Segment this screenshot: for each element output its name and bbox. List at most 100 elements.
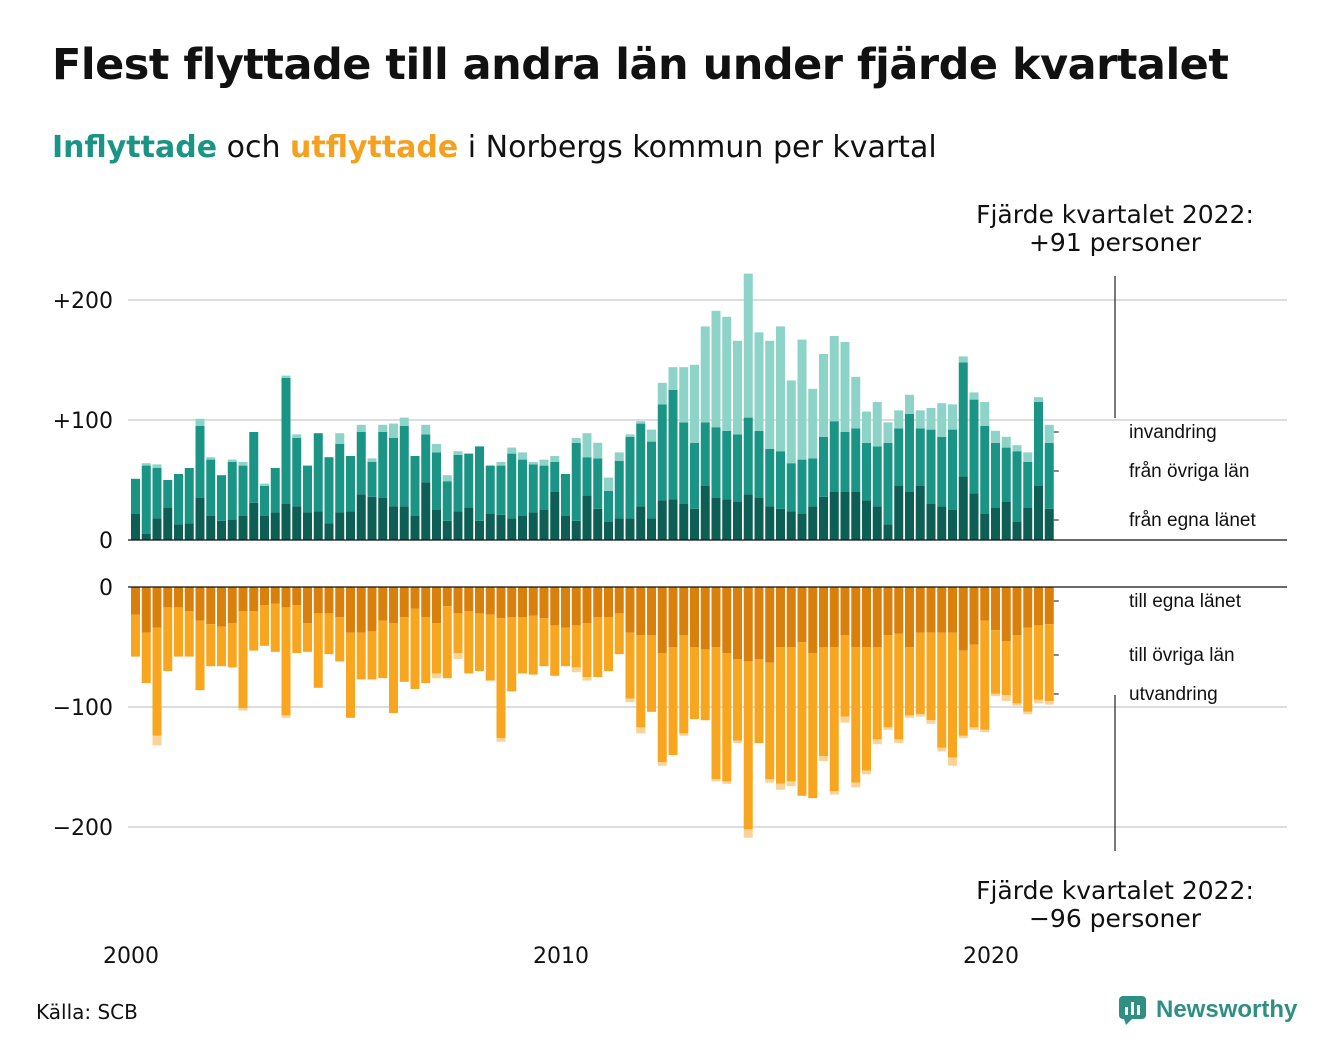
bar-in-immigration: [926, 408, 936, 430]
bar-out-other-county: [765, 662, 775, 779]
bar-in-same-county: [238, 516, 248, 540]
bar-in-same-county: [367, 496, 377, 540]
bar-out-other-county: [862, 647, 871, 771]
bar-out-same-county: [518, 587, 527, 617]
bar-in-other-county: [152, 468, 162, 519]
bar-out-same-county: [700, 587, 710, 650]
bar-out-other-county: [958, 650, 968, 736]
bar-in-same-county: [528, 512, 538, 540]
outflow-bars: [131, 587, 1054, 838]
bar-out-other-county: [797, 642, 807, 796]
bar-in-other-county: [851, 428, 861, 492]
bar-out-same-county: [507, 587, 517, 617]
bar-out-other-county: [227, 623, 237, 668]
bar-in-other-county: [432, 452, 441, 510]
bar-out-emigration: [776, 783, 785, 790]
bar-in-same-county: [722, 499, 732, 540]
annotation-bottom-line2: −96 personer: [1029, 904, 1202, 933]
bar-out-same-county: [421, 587, 431, 617]
bar-in-other-county: [571, 442, 581, 521]
bar-out-same-county: [1012, 587, 1022, 635]
bar-out-emigration: [829, 791, 839, 795]
bar-out-other-county: [378, 620, 388, 679]
bar-out-other-county: [475, 613, 484, 671]
bar-in-same-county: [711, 498, 721, 540]
bar-out-emigration: [657, 762, 667, 766]
bar-in-same-county: [356, 494, 366, 540]
brand-name: Newsworthy: [1156, 996, 1298, 1023]
bar-out-emigration: [883, 727, 893, 730]
bar-out-same-county: [152, 587, 162, 628]
bar-in-immigration: [829, 336, 839, 422]
bar-in-immigration: [281, 375, 291, 378]
bar-out-same-county: [926, 587, 936, 633]
bar-in-other-county: [163, 480, 173, 508]
bar-out-emigration: [625, 698, 635, 703]
bar-out-emigration: [926, 720, 936, 724]
bar-in-other-county: [657, 404, 667, 501]
series-label-out: till övriga län: [1129, 645, 1235, 666]
bar-out-same-county: [636, 587, 646, 635]
bar-in-same-county: [765, 506, 775, 540]
bar-in-immigration: [958, 356, 968, 363]
bar-in-immigration: [883, 422, 893, 443]
bar-in-same-county: [389, 506, 398, 540]
x-tick-label: 2010: [533, 944, 589, 969]
bar-in-other-county: [711, 427, 721, 498]
bar-in-immigration: [647, 429, 656, 442]
bar-in-other-county: [614, 460, 624, 519]
bar-in-other-county: [399, 426, 409, 507]
bar-in-same-county: [507, 518, 517, 540]
bar-in-same-county: [636, 506, 646, 540]
bar-in-same-county: [1001, 501, 1011, 540]
bar-in-same-county: [421, 482, 431, 540]
bar-in-same-county: [625, 518, 635, 540]
bar-in-other-county: [206, 459, 216, 516]
bar-out-emigration: [722, 781, 732, 784]
bar-out-same-county: [754, 587, 764, 659]
bar-out-other-county: [303, 623, 312, 652]
bar-in-same-county: [840, 492, 850, 540]
bar-out-other-county: [604, 617, 613, 671]
bar-in-immigration: [786, 380, 796, 464]
bar-out-same-county: [722, 587, 732, 653]
bar-in-other-county: [1023, 462, 1033, 508]
bar-out-other-county: [539, 618, 549, 667]
bar-in-other-county: [442, 481, 452, 521]
bar-in-same-county: [819, 496, 828, 540]
bar-in-immigration: [679, 367, 689, 423]
bar-in-same-county: [378, 498, 388, 540]
bar-out-other-county: [636, 635, 646, 728]
bar-out-same-county: [389, 587, 398, 623]
bar-in-same-county: [292, 506, 302, 540]
bar-in-same-county: [700, 486, 710, 540]
annotation-bottom-line1: Fjärde kvartalet 2022:: [976, 876, 1254, 905]
inflow-bars: [131, 273, 1054, 540]
bar-out-same-county: [367, 587, 377, 632]
bar-out-other-county: [743, 661, 753, 830]
bar-out-emigration: [948, 757, 957, 766]
bar-out-other-county: [399, 617, 409, 682]
bar-out-other-county: [819, 647, 828, 757]
bar-out-same-county: [840, 587, 850, 635]
bar-out-other-county: [840, 635, 850, 717]
bar-out-emigration: [937, 747, 947, 752]
bar-in-other-county: [1012, 451, 1022, 522]
newsworthy-logo-icon: [1119, 996, 1146, 1025]
bar-out-emigration: [872, 739, 882, 745]
bar-in-immigration: [195, 418, 205, 426]
bar-out-same-county: [969, 587, 979, 645]
bar-in-other-county: [131, 478, 140, 514]
brand-logo: Newsworthy: [1118, 994, 1297, 1026]
bar-out-other-county: [883, 635, 893, 728]
bar-in-same-county: [270, 512, 280, 540]
bar-out-other-county: [195, 620, 205, 691]
bar-out-other-county: [808, 653, 818, 799]
bar-in-other-county: [593, 458, 603, 509]
bar-out-other-county: [829, 647, 839, 791]
bar-in-same-county: [227, 519, 237, 540]
bar-in-same-county: [808, 506, 818, 540]
bar-in-same-county: [926, 504, 936, 540]
bar-in-other-county: [561, 474, 570, 516]
bar-in-immigration: [356, 424, 366, 432]
